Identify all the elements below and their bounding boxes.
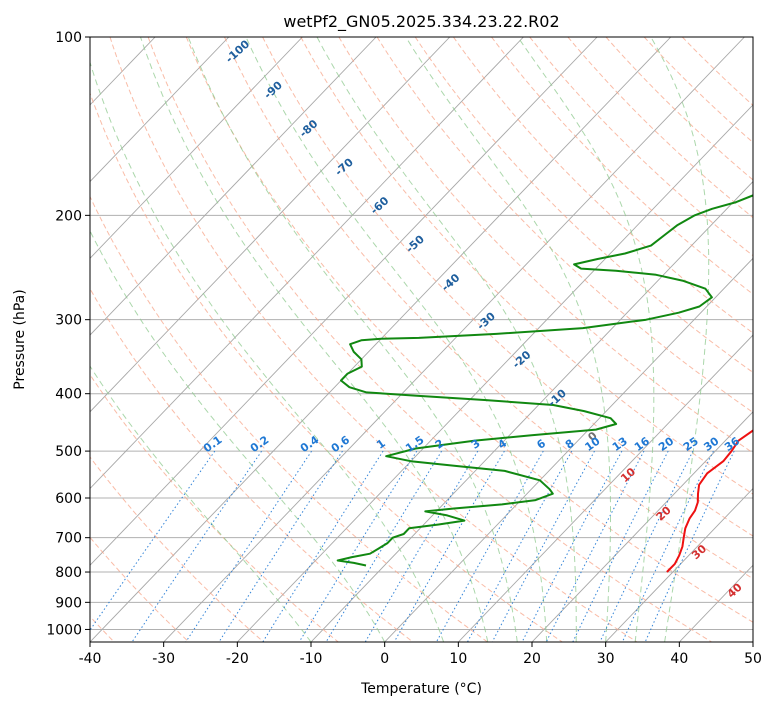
x-tick-label: 10 <box>449 651 467 667</box>
y-tick-label: 700 <box>55 531 82 547</box>
y-tick-label: 500 <box>55 444 82 460</box>
y-tick-label: 800 <box>55 565 82 581</box>
x-tick-label: 30 <box>597 651 615 667</box>
x-tick-label: -30 <box>152 651 175 667</box>
x-tick-label: 40 <box>670 651 688 667</box>
y-tick-label: 900 <box>55 595 82 611</box>
plot-area: -100-90-80-70-60-50-40-30-20-10010203040… <box>0 37 775 642</box>
x-axis-label: Temperature (°C) <box>360 681 482 697</box>
x-tick-label: 50 <box>744 651 762 667</box>
y-axis-label: Pressure (hPa) <box>12 289 28 389</box>
x-tick-label: 0 <box>380 651 389 667</box>
y-tick-label: 100 <box>55 30 82 46</box>
x-tick-label: -40 <box>79 651 102 667</box>
x-tick-label: -10 <box>300 651 323 667</box>
y-tick-label: 300 <box>55 313 82 329</box>
y-tick-label: 200 <box>55 208 82 224</box>
y-tick-label: 400 <box>55 387 82 403</box>
y-tick-label: 600 <box>55 491 82 507</box>
y-tick-label: 1000 <box>46 622 82 638</box>
chart-title: wetPf2_GN05.2025.334.23.22.R02 <box>283 12 559 32</box>
plot-background <box>90 37 753 642</box>
x-tick-label: 20 <box>523 651 541 667</box>
x-tick-label: -20 <box>226 651 249 667</box>
